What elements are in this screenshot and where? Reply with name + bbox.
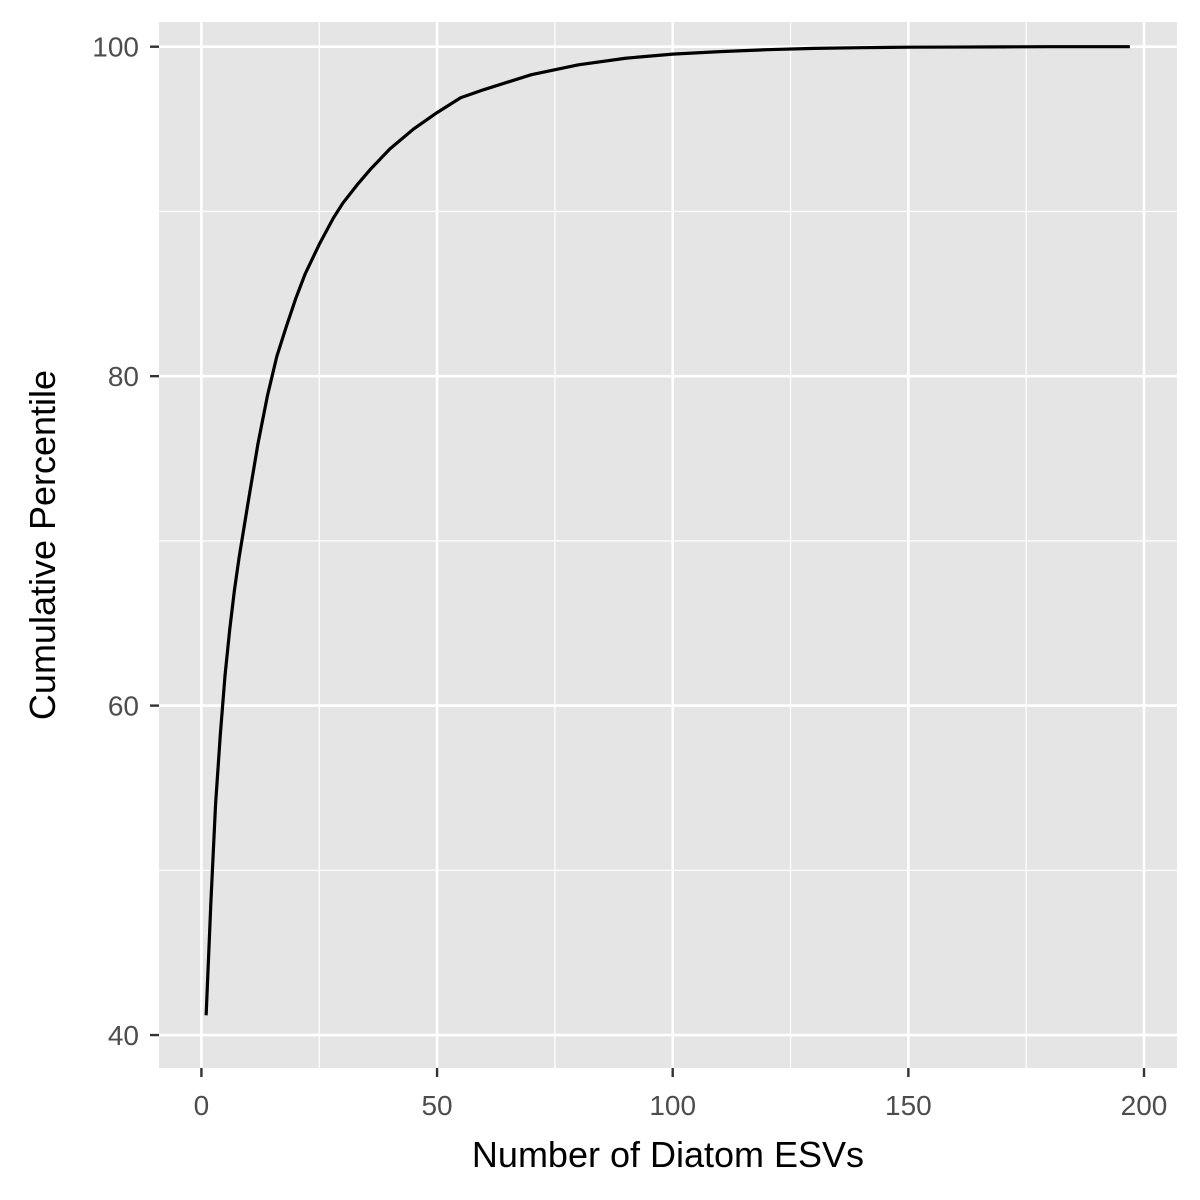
- x-tick-label: 150: [885, 1090, 932, 1121]
- plot-panel: [159, 22, 1177, 1068]
- x-tick-label: 50: [421, 1090, 452, 1121]
- x-tick-label: 0: [194, 1090, 210, 1121]
- x-axis-title: Number of Diatom ESVs: [472, 1134, 864, 1175]
- major-gridlines: [159, 22, 1177, 1068]
- y-axis-title: Cumulative Percentile: [22, 370, 63, 720]
- y-tick-label: 60: [108, 691, 139, 722]
- y-tick-label: 80: [108, 361, 139, 392]
- x-axis: 0 50 100 150 200: [194, 1068, 1168, 1121]
- x-tick-label: 100: [649, 1090, 696, 1121]
- minor-gridlines: [159, 22, 1177, 1068]
- y-tick-label: 100: [92, 32, 139, 63]
- y-tick-label: 40: [108, 1020, 139, 1051]
- y-axis: 40 60 80 100: [92, 32, 159, 1051]
- series-line: [204, 45, 1130, 1016]
- x-tick-label: 200: [1121, 1090, 1168, 1121]
